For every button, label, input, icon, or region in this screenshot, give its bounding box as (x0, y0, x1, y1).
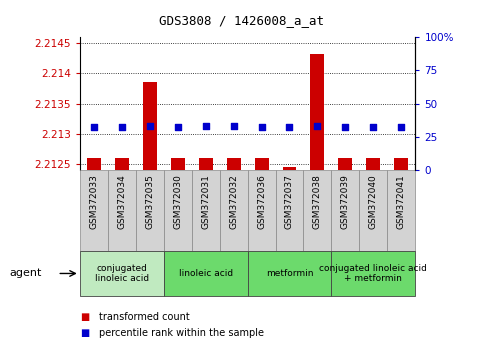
Bar (248, 170, 275, 251)
Text: transformed count: transformed count (99, 312, 190, 322)
Point (202, 123, 210, 129)
Bar (359, 170, 387, 251)
Text: GSM372036: GSM372036 (257, 174, 266, 229)
Text: metformin: metformin (266, 269, 313, 278)
Text: GSM372032: GSM372032 (229, 174, 238, 229)
Point (341, 125, 349, 130)
Text: GDS3808 / 1426008_a_at: GDS3808 / 1426008_a_at (159, 14, 324, 27)
Text: GSM372033: GSM372033 (89, 174, 98, 229)
Bar (275, 170, 303, 251)
Bar (192, 170, 220, 251)
Bar (164, 170, 192, 251)
Bar (80, 251, 164, 296)
Point (257, 125, 265, 130)
Text: percentile rank within the sample: percentile rank within the sample (99, 328, 264, 338)
Text: GSM372040: GSM372040 (369, 174, 378, 229)
Text: GSM372030: GSM372030 (173, 174, 182, 229)
Bar (367, 158, 381, 170)
Bar (199, 158, 213, 170)
Bar (136, 170, 164, 251)
Text: GSM372039: GSM372039 (341, 174, 350, 229)
Point (285, 125, 293, 130)
Bar (108, 170, 136, 251)
Point (174, 125, 182, 130)
Bar (220, 170, 248, 251)
Bar (339, 158, 353, 170)
Text: GSM372031: GSM372031 (201, 174, 210, 229)
Bar (114, 158, 128, 170)
Text: GSM372038: GSM372038 (313, 174, 322, 229)
Text: conjugated linoleic acid
+ metformin: conjugated linoleic acid + metformin (319, 264, 427, 283)
Text: ■: ■ (80, 328, 89, 338)
Bar (331, 170, 359, 251)
Bar (331, 251, 415, 296)
Bar (255, 158, 269, 170)
Point (398, 125, 405, 130)
Point (313, 123, 321, 129)
Point (369, 125, 377, 130)
Text: GSM372034: GSM372034 (117, 174, 126, 229)
Text: agent: agent (10, 268, 42, 279)
Bar (80, 170, 108, 251)
Bar (303, 170, 331, 251)
Bar (142, 82, 156, 170)
Text: linoleic acid: linoleic acid (179, 269, 233, 278)
Bar (227, 158, 241, 170)
Text: GSM372037: GSM372037 (285, 174, 294, 229)
Bar (283, 167, 297, 170)
Text: GSM372041: GSM372041 (397, 174, 406, 229)
Point (90, 125, 98, 130)
Point (118, 125, 126, 130)
Text: GSM372035: GSM372035 (145, 174, 154, 229)
Bar (170, 158, 185, 170)
Text: ■: ■ (80, 312, 89, 322)
Bar (86, 158, 100, 170)
Bar (311, 54, 325, 170)
Point (230, 123, 238, 129)
Bar (387, 170, 415, 251)
Point (146, 123, 154, 129)
Text: conjugated
linoleic acid: conjugated linoleic acid (95, 264, 149, 283)
Bar (164, 251, 248, 296)
Bar (248, 251, 331, 296)
Bar (395, 158, 409, 170)
